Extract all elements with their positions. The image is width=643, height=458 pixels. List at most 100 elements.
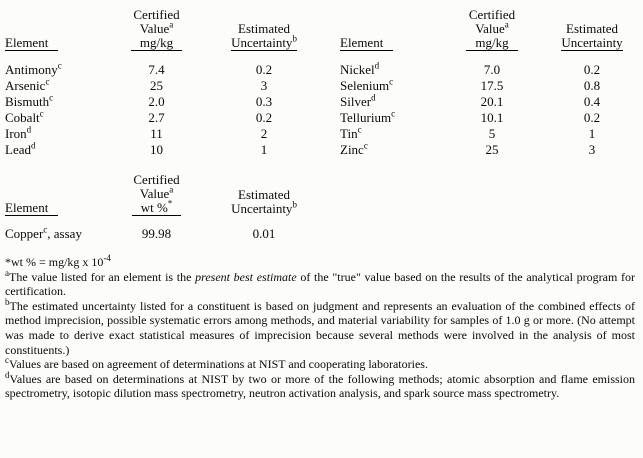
element-cell: Bismuthc (5, 92, 54, 109)
header-line: Valuea (139, 184, 174, 201)
footnote-d: dValues are based on determinations at N… (5, 369, 635, 401)
uncertainty-cell: 0.3 (255, 94, 273, 109)
element-cell: Arsenicc (5, 76, 50, 93)
table-row: Nickeld 7.0 0.2 (340, 60, 643, 78)
certified-value-cell: 99.98 (141, 226, 172, 241)
footnote-marker: c (5, 355, 9, 366)
footnote-marker: b (292, 33, 297, 44)
element-cell: Irond (5, 124, 32, 141)
table-row: Seleniumc 17.5 0.8 (340, 77, 643, 94)
certified-values-tables: Element Certified Valuea mg/kg Estimated… (5, 8, 638, 158)
uncertainty-column-header: Estimated Uncertaintyb (208, 22, 320, 51)
certified-value-column-header: Certified Valuea wt %* (105, 173, 208, 216)
element-cell: Nickeld (340, 60, 380, 77)
certified-value-cell: 20.1 (480, 94, 504, 109)
footnote-marker: c (391, 108, 396, 119)
footnote-b: bThe estimated uncertainty listed for a … (5, 296, 635, 357)
header-line: mg/kg (444, 36, 540, 51)
footnote-marker: * (167, 198, 173, 209)
footnote-marker: c (43, 224, 48, 235)
header-line: Uncertaintyb (231, 199, 297, 216)
element-cell: Leadd (5, 140, 36, 157)
uncertainty-cell: 2 (260, 126, 268, 141)
uncertainty-cell: 0.2 (583, 62, 601, 77)
certified-value-cell: 2.7 (148, 110, 165, 125)
header-line: Certified (133, 172, 180, 187)
footnote-marker: c (49, 92, 54, 103)
header-line: Valuea (475, 19, 509, 36)
uncertainty-cell: 3 (260, 78, 268, 93)
header-line: Valuea (139, 19, 174, 36)
footnote-c: cValues are based on agreement of determ… (5, 355, 428, 372)
header-line: Estimated (566, 21, 618, 36)
element-cell: Cobaltc (5, 108, 44, 125)
header-line: mg/kg (105, 36, 208, 51)
uncertainty-cell: 0.2 (255, 62, 273, 77)
table-row: Antimonyc 7.4 0.2 (5, 60, 320, 78)
footnote-marker: * (5, 255, 11, 269)
copper-assay-table: Element Certified Valuea wt %* Estimated… (5, 173, 638, 242)
certified-values-table-right: Element Certified Valuea mg/kg Estimated… (340, 8, 643, 158)
element-cell: Silverd (340, 92, 376, 109)
uncertainty-column-header: Estimated Uncertaintyb (208, 188, 320, 216)
uncertainty-cell: 1 (260, 142, 268, 157)
footnote-marker: a (5, 267, 9, 278)
table-row: Arsenicc 25 3 (5, 76, 320, 94)
table-row: Telluriumc 10.1 0.2 (340, 108, 643, 126)
footnote-marker: a (169, 19, 174, 30)
footnote-marker: d (374, 60, 380, 71)
uncertainty-cell: 0.01 (252, 226, 276, 241)
certified-value-cell: 7.0 (483, 62, 501, 77)
certified-value-cell: 11 (150, 126, 163, 141)
element-column-header: Element (340, 36, 444, 51)
header-line: Certified (468, 7, 516, 22)
table-body: Nickeld 7.0 0.2 Seleniumc 17.5 0.8 Silve… (340, 60, 643, 158)
table-header: Element Certified Valuea mg/kg Estimated… (5, 8, 320, 51)
footnote-marker: a (504, 19, 509, 30)
footnote-a: aThe value listed for an element is the … (5, 267, 635, 299)
element-cell: Tinc (340, 124, 362, 141)
footnote-marker: b (5, 296, 10, 307)
header-line: Estimated (238, 21, 290, 36)
footnote-marker: c (57, 60, 62, 71)
element-cell: Copperc, assay (5, 224, 82, 241)
footnotes-section: *wt % = mg/kg x 10-4 aThe value listed f… (5, 253, 638, 401)
certified-value-cell: 25 (150, 78, 163, 93)
certified-value-cell: 17.5 (480, 78, 504, 93)
certified-value-column-header: Certified Valuea mg/kg (105, 8, 208, 51)
certified-value-cell: 7.4 (148, 62, 165, 77)
footnote-marker: c (357, 124, 362, 135)
header-line: Estimated (238, 187, 290, 202)
table-row: Zincc 25 3 (340, 140, 643, 158)
table-row: Copperc, assay 99.98 0.01 (5, 224, 638, 242)
table-row: Irond 11 2 (5, 124, 320, 142)
uncertainty-cell: 1 (588, 126, 596, 141)
uncertainty-cell: 0.8 (583, 78, 601, 93)
table-row: Cobaltc 2.7 0.2 (5, 108, 320, 126)
footnote-marker: d (5, 369, 10, 380)
footnote-marker: c (45, 76, 50, 87)
exponent: -4 (103, 253, 111, 263)
footnote-marker: d (371, 92, 376, 103)
element-column-header: Element (5, 201, 105, 216)
header-line: wt %* (105, 198, 208, 216)
footnote-marker: c (363, 140, 368, 151)
footnote-marker: d (26, 124, 32, 135)
uncertainty-cell: 0.2 (255, 110, 273, 125)
footnote-marker: c (39, 108, 44, 119)
table-row: Silverd 20.1 0.4 (340, 92, 643, 110)
certified-value-cell: 2.0 (148, 94, 165, 109)
element-column-header: Element (5, 36, 105, 51)
certified-value-cell: 10.1 (480, 110, 504, 125)
header-line: Uncertainty (561, 35, 623, 51)
footnote-marker: d (30, 140, 36, 151)
element-cell: Telluriumc (340, 108, 396, 125)
table-body: Copperc, assay 99.98 0.01 (5, 224, 638, 242)
uncertainty-cell: 0.4 (583, 94, 601, 109)
uncertainty-column-header: Estimated Uncertainty (540, 22, 643, 51)
certified-value-cell: 10 (150, 142, 163, 157)
footnote-marker: a (169, 184, 174, 195)
uncertainty-cell: 0.2 (583, 110, 601, 125)
certified-values-table-left: Element Certified Valuea mg/kg Estimated… (5, 8, 320, 158)
